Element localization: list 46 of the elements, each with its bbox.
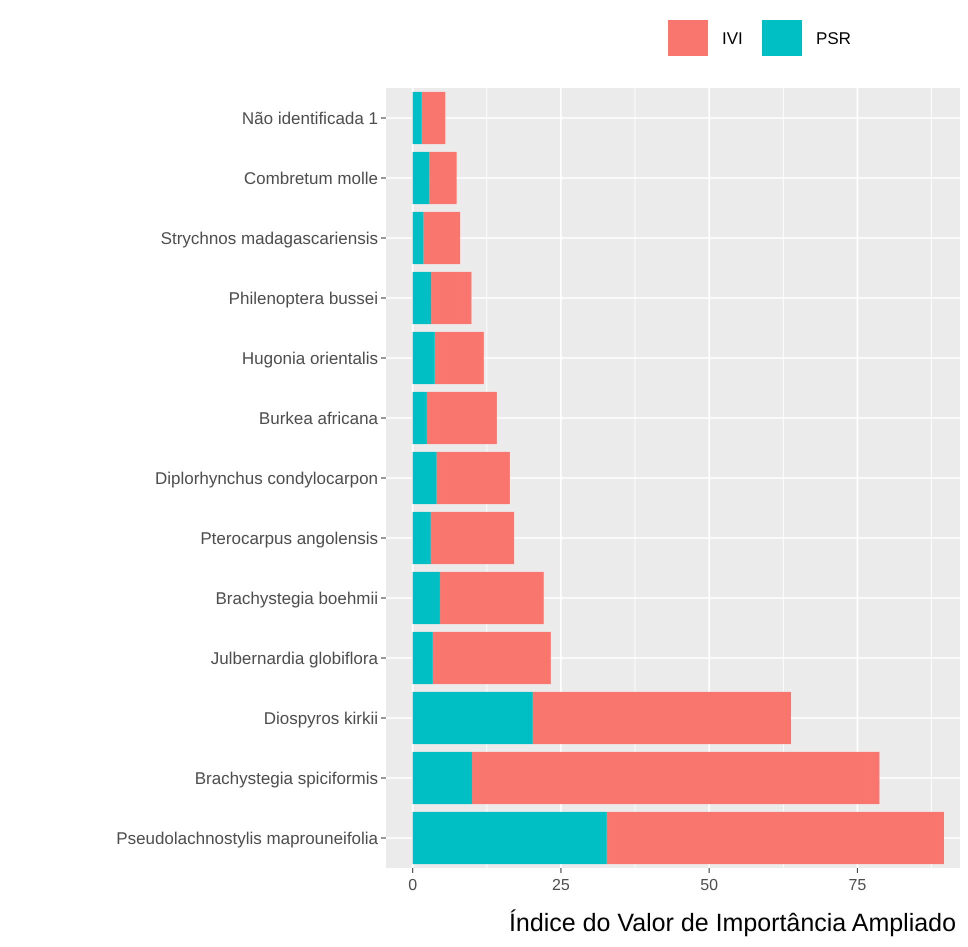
y-tick-label: Combretum molle	[244, 168, 378, 188]
legend-label: IVI	[722, 28, 743, 48]
bar	[412, 452, 436, 504]
bar	[412, 512, 430, 564]
x-axis-title: Índice do Valor de Importância Ampliado	[508, 909, 956, 937]
y-tick-label: Brachystegia boehmii	[215, 588, 378, 608]
x-tick-label: 25	[552, 877, 570, 894]
bar	[412, 572, 440, 624]
bar	[532, 692, 791, 744]
bar	[436, 452, 510, 504]
bar	[432, 632, 551, 684]
bar	[434, 332, 484, 384]
bar	[412, 632, 433, 684]
legend-label: PSR	[816, 28, 851, 48]
bar	[412, 332, 435, 384]
y-tick-label: Pseudolachnostylis maprouneifolia	[116, 828, 379, 848]
bar	[412, 812, 607, 864]
y-tick-label: Hugonia orientalis	[242, 348, 378, 368]
bar	[412, 692, 532, 744]
bar	[422, 92, 446, 144]
bar	[412, 752, 472, 804]
bar	[472, 752, 880, 804]
bar	[412, 92, 422, 144]
bar	[430, 512, 514, 564]
bar	[412, 392, 427, 444]
x-tick-label: 75	[848, 877, 866, 894]
y-tick-label: Não identificada 1	[242, 108, 378, 128]
y-tick-label: Strychnos madagascariensis	[160, 228, 378, 248]
bar	[426, 392, 497, 444]
bar	[412, 212, 424, 264]
bar	[429, 152, 457, 204]
y-tick-label: Diospyros kirkii	[264, 708, 378, 728]
x-tick-label: 0	[408, 877, 418, 894]
bar	[412, 152, 430, 204]
x-tick-label: 50	[700, 877, 718, 894]
y-tick-label: Pterocarpus angolensis	[200, 528, 378, 548]
y-tick-label: Diplorhynchus condylocarpon	[154, 468, 378, 488]
y-tick-label: Philenoptera bussei	[228, 288, 378, 308]
y-tick-label: Julbernardia globiflora	[210, 648, 379, 668]
bar	[412, 272, 432, 324]
bar	[431, 272, 472, 324]
bar	[440, 572, 544, 624]
y-tick-label: Brachystegia spiciformis	[194, 768, 378, 788]
y-tick-label: Burkea africana	[258, 408, 379, 428]
bar	[606, 812, 944, 864]
bar	[423, 212, 460, 264]
